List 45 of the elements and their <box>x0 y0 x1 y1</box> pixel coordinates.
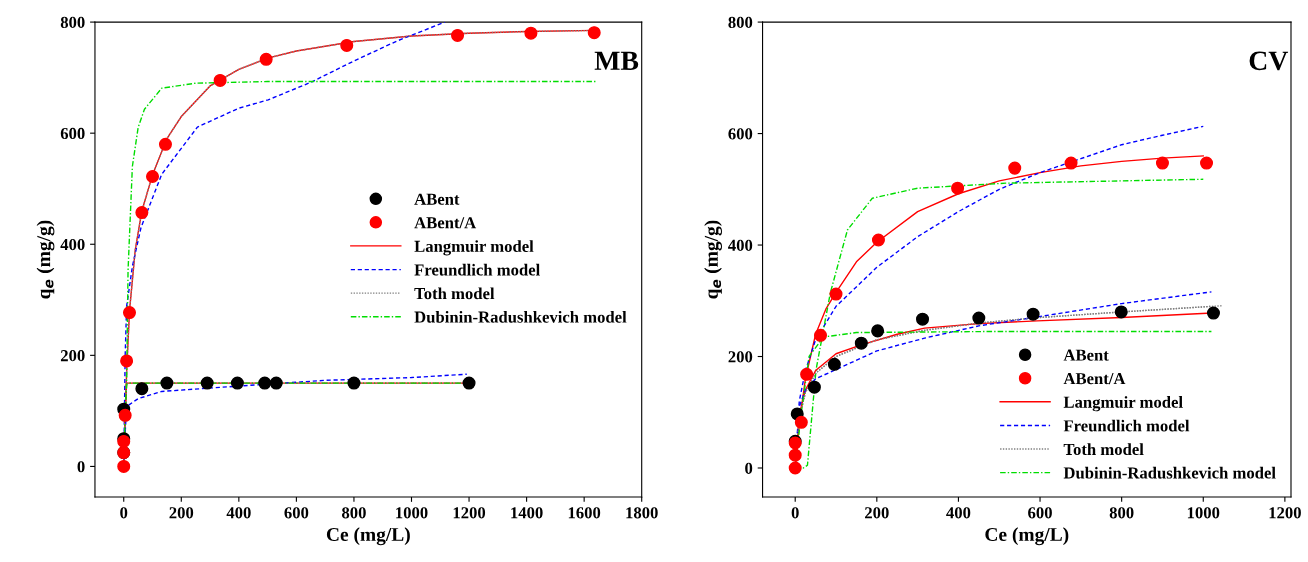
legend-label: Toth model <box>1063 443 1144 456</box>
y-tick-label: 600 <box>728 128 753 140</box>
y-tick-label: 200 <box>728 351 753 363</box>
y-axis-title: q$_{e}$ (mg/g) <box>704 220 722 299</box>
x-tick-label: 1400 <box>511 507 543 519</box>
legend-label: ABent/A <box>1063 373 1126 385</box>
y-tick-label: 400 <box>728 239 753 251</box>
y-tick-label: 600 <box>60 127 85 140</box>
legend-label: Freundlich model <box>414 263 540 276</box>
y-axis-title: q$_{e}$ (mg/g) <box>36 220 55 299</box>
y-tick-label: 0 <box>745 462 753 474</box>
y-tick-label: 400 <box>60 238 85 251</box>
x-tick-label: 1200 <box>1269 507 1301 519</box>
x-tick-label: 800 <box>342 507 366 519</box>
x-tick-label: 1800 <box>626 507 658 519</box>
x-tick-label: 600 <box>1028 507 1052 519</box>
x-tick-label: 1000 <box>396 507 428 519</box>
x-axis-title: Ce (mg/L) <box>326 527 410 546</box>
x-tick-label: 1600 <box>568 507 601 519</box>
y-tick-label: 800 <box>60 16 85 29</box>
legend-label: ABent <box>414 193 460 205</box>
x-tick-label: 200 <box>865 507 889 519</box>
x-axis-title: Ce (mg/L) <box>985 527 1069 546</box>
legend-label: Langmuir model <box>1063 396 1183 412</box>
legend-label: ABent/A <box>414 217 477 229</box>
x-tick-label: 1000 <box>1187 507 1220 519</box>
y-tick-label: 0 <box>77 461 85 473</box>
x-tick-label: 400 <box>226 507 251 519</box>
legend-label: ABent <box>1063 349 1109 361</box>
x-tick-label: 1200 <box>453 507 486 519</box>
annotation: CV <box>1249 51 1289 71</box>
x-tick-label: 800 <box>1109 507 1134 519</box>
legend-label: Freundlich model <box>1063 419 1190 432</box>
y-tick-label: 800 <box>728 16 753 29</box>
annotation: MB <box>594 51 639 70</box>
legend-label: Langmuir model <box>414 240 534 256</box>
x-tick-label: 0 <box>120 507 128 519</box>
legend-label: Dubinin-Radushkevich model <box>1063 466 1276 479</box>
x-tick-label: 400 <box>946 507 971 519</box>
x-tick-label: 0 <box>791 507 799 519</box>
legend-label: Toth model <box>414 287 495 300</box>
x-tick-label: 600 <box>284 507 309 519</box>
x-tick-label: 200 <box>169 507 194 519</box>
y-tick-label: 200 <box>60 350 85 362</box>
legend-label: Dubinin-Radushkevich model <box>414 310 627 323</box>
